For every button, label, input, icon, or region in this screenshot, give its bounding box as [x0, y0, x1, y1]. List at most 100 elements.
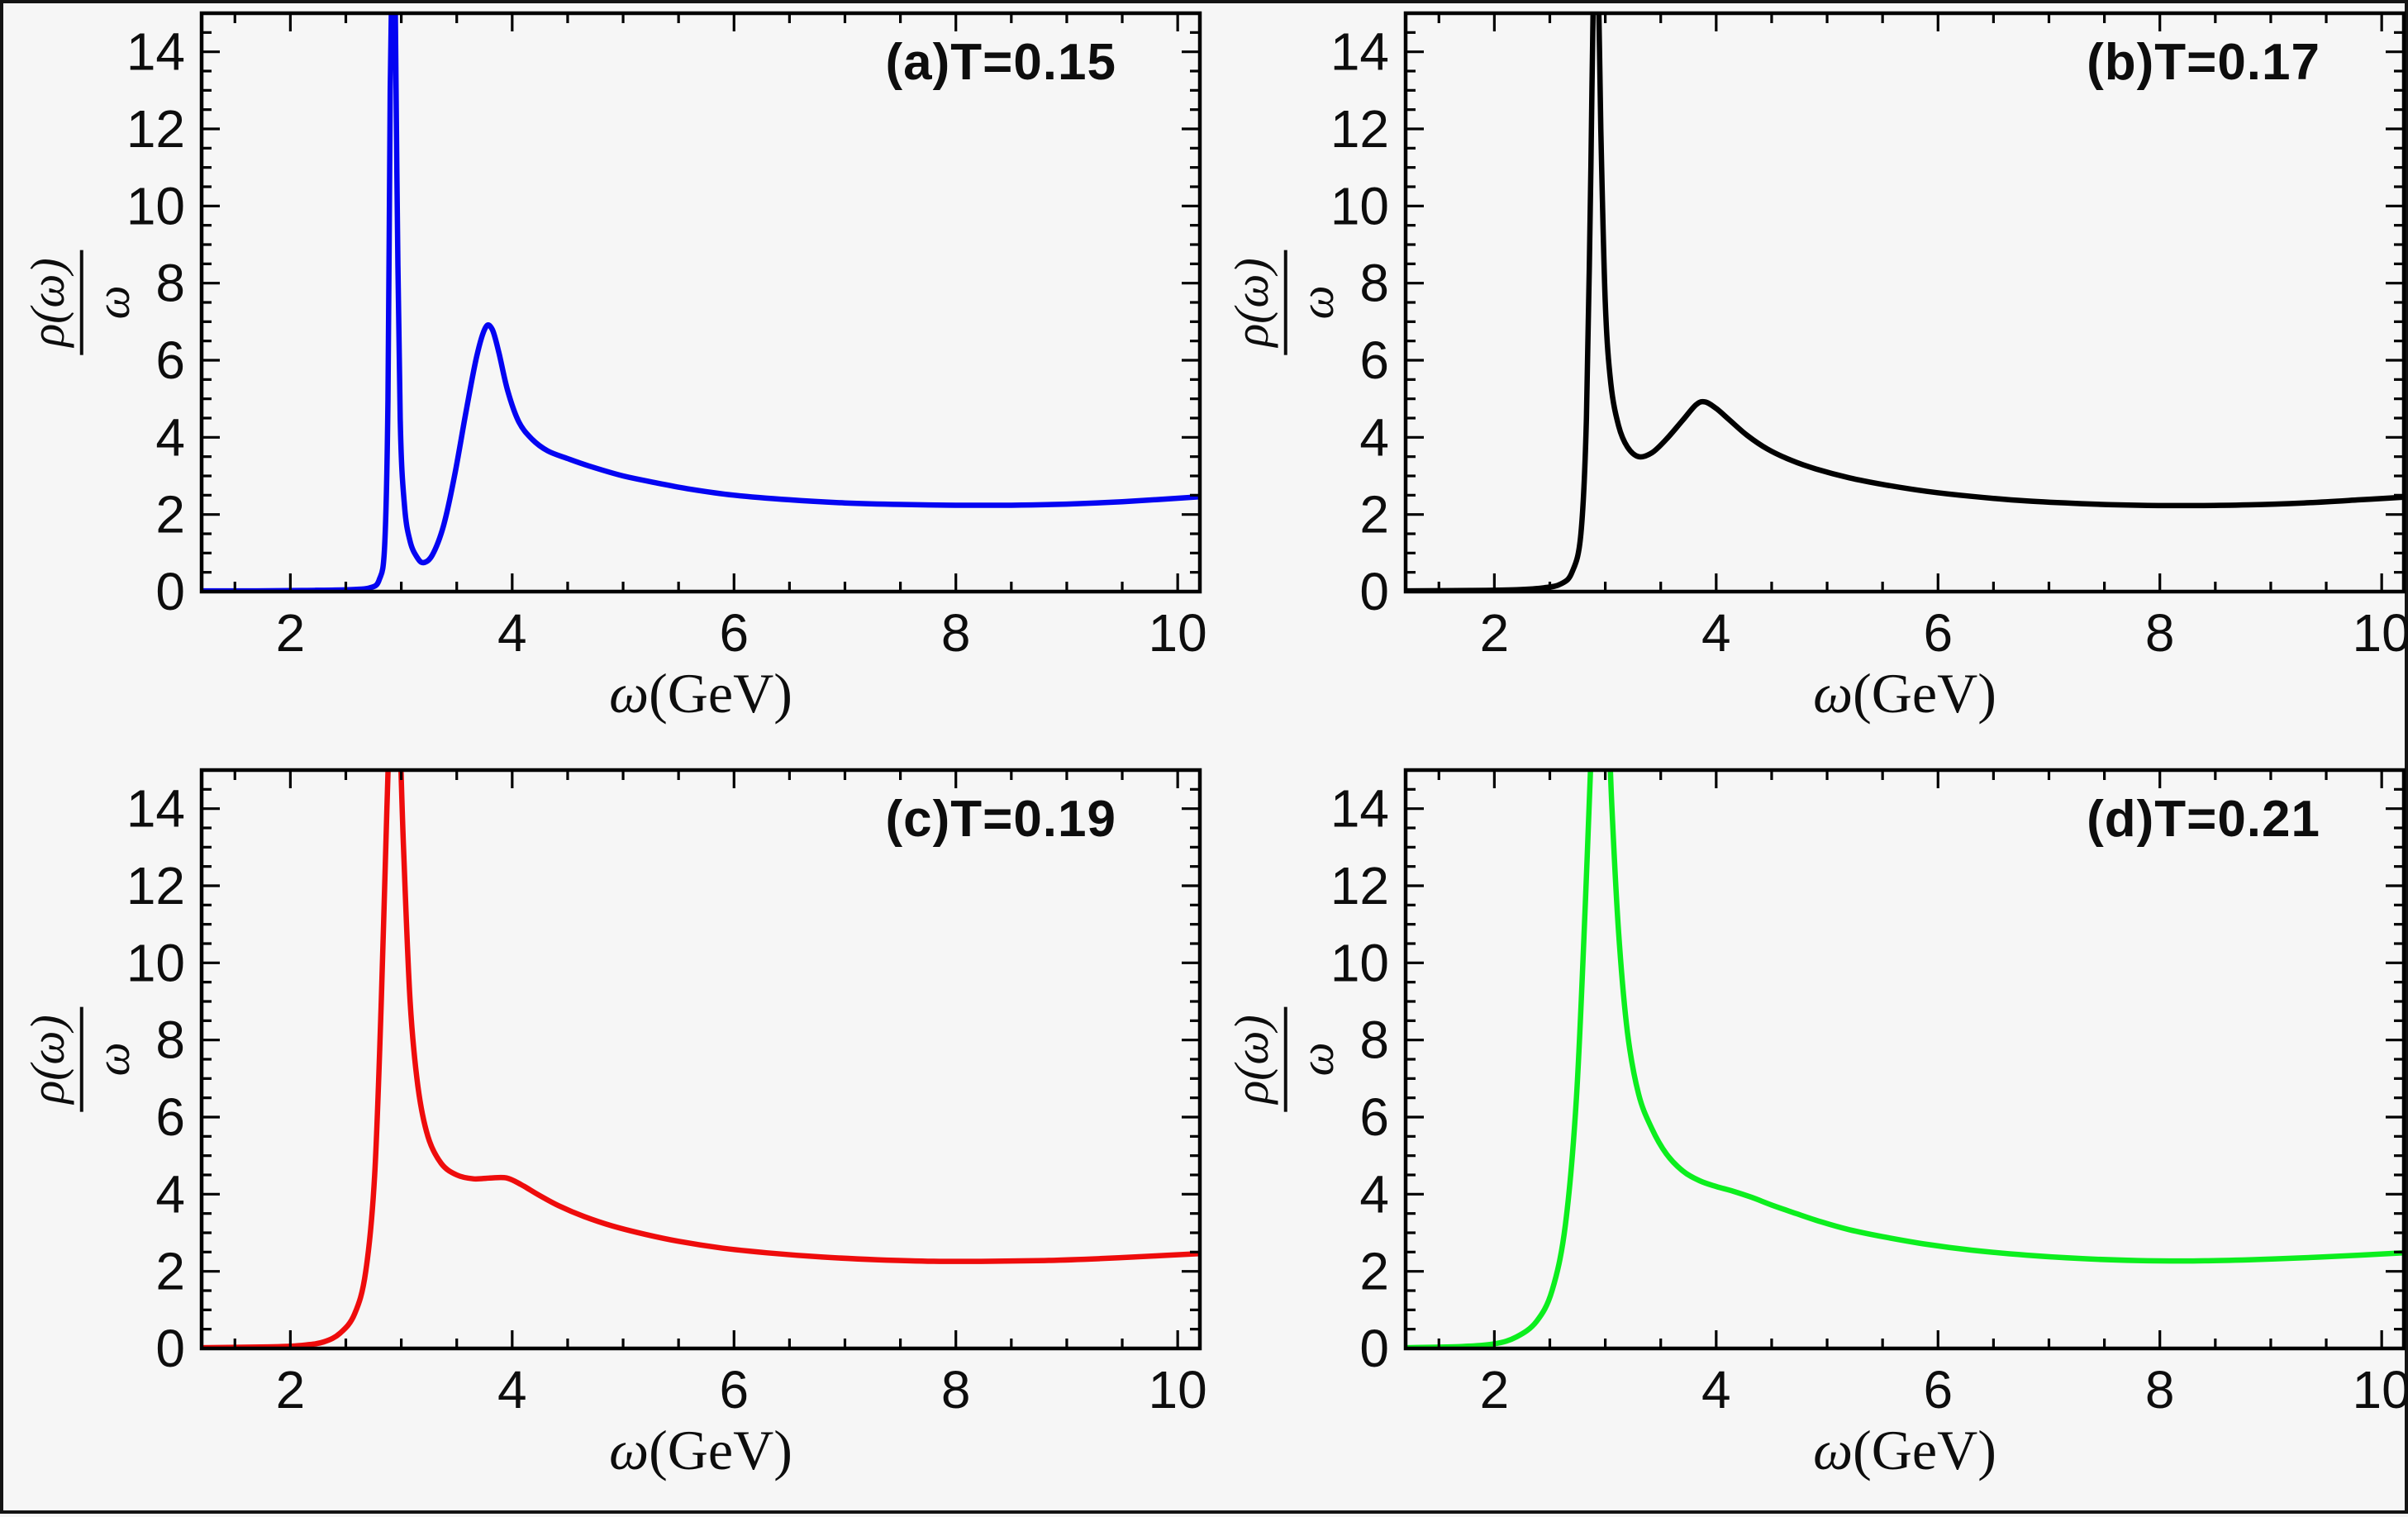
- svg-text:14: 14: [1330, 22, 1389, 82]
- fraction-numerator: ρ(ω): [21, 1006, 83, 1112]
- fraction-denominator: ω: [85, 1042, 140, 1077]
- svg-text:4: 4: [1701, 1360, 1731, 1420]
- omega-symbol: ω: [609, 1419, 650, 1481]
- svg-text:12: 12: [126, 856, 185, 915]
- svg-text:4: 4: [1359, 407, 1389, 467]
- y-axis-label-c: ρ(ω) ω: [15, 770, 147, 1348]
- svg-text:8: 8: [155, 1011, 185, 1070]
- svg-text:8: 8: [1359, 1011, 1389, 1070]
- y-axis-label-a: ρ(ω) ω: [15, 13, 147, 592]
- svg-text:8: 8: [941, 603, 971, 663]
- rho-over-omega-fraction: ρ(ω) ω: [1225, 1006, 1344, 1112]
- panel-c: 2 4 6 8 10 0 2 4 6 8 10 12 14 ρ(ω) ω ω(GeV) (c)T=0.1…: [3, 760, 1207, 1517]
- svg-text:4: 4: [497, 603, 527, 663]
- svg-text:4: 4: [155, 1164, 185, 1224]
- svg-text:8: 8: [941, 1360, 971, 1420]
- tick-labels: 2 4 6 8 10 0 2 4 6 8 10 12 14: [126, 779, 1207, 1420]
- svg-text:14: 14: [1330, 779, 1389, 839]
- svg-text:6: 6: [719, 603, 749, 663]
- rho-over-omega-fraction: ρ(ω) ω: [1225, 250, 1344, 355]
- svg-text:4: 4: [155, 407, 185, 467]
- x-axis-label-b: ω(GeV): [1406, 661, 2404, 726]
- svg-text:2: 2: [155, 485, 185, 545]
- plot-frame: [199, 768, 1202, 1351]
- plot-frame: [1403, 11, 2406, 594]
- svg-text:14: 14: [126, 779, 185, 839]
- fraction-denominator: ω: [1289, 285, 1344, 320]
- svg-text:10: 10: [126, 933, 185, 992]
- svg-text:0: 0: [155, 1319, 185, 1378]
- panel-d: 2 4 6 8 10 0 2 4 6 8 10 12 14 ρ(ω) ω ω(GeV) (d)T=0.2…: [1207, 760, 2408, 1517]
- omega-symbol: ω: [1813, 1419, 1854, 1481]
- svg-text:6: 6: [719, 1360, 749, 1420]
- svg-text:8: 8: [155, 254, 185, 313]
- tick-labels: 2 4 6 8 10 0 2 4 6 8 10 12 14: [1330, 22, 2408, 663]
- plot-area-d: 2 4 6 8 10 0 2 4 6 8 10 12 14: [1330, 768, 2408, 1420]
- svg-text:14: 14: [126, 22, 185, 82]
- tick-labels: 2 4 6 8 10 0 2 4 6 8 10 12 14: [1330, 779, 2408, 1420]
- panel-b: 2 4 6 8 10 0 2 4 6 8 10 12 14 ρ(ω) ω ω(GeV) (b)T=0.1…: [1207, 3, 2408, 760]
- svg-text:6: 6: [155, 1087, 185, 1147]
- spectral-curve: [202, 770, 1200, 1348]
- svg-text:10: 10: [2353, 603, 2408, 663]
- rho-over-omega-fraction: ρ(ω) ω: [21, 250, 140, 355]
- spectral-curve: [1406, 13, 2404, 592]
- svg-text:6: 6: [1923, 603, 1953, 663]
- fraction-numerator: ρ(ω): [1225, 1006, 1287, 1112]
- svg-text:0: 0: [155, 562, 185, 621]
- svg-text:2: 2: [155, 1242, 185, 1301]
- svg-text:4: 4: [497, 1360, 527, 1420]
- panel-annotation-a: (a)T=0.15: [885, 34, 1116, 91]
- fraction-numerator: ρ(ω): [1225, 250, 1287, 355]
- svg-text:10: 10: [1330, 176, 1389, 235]
- y-axis-label-b: ρ(ω) ω: [1219, 13, 1351, 592]
- plot-area-b: 2 4 6 8 10 0 2 4 6 8 10 12 14: [1330, 11, 2408, 663]
- svg-text:8: 8: [2145, 603, 2175, 663]
- panel-annotation-c: (c)T=0.19: [885, 791, 1116, 848]
- x-axis-label-d: ω(GeV): [1406, 1418, 2404, 1483]
- omega-symbol: ω: [609, 662, 650, 725]
- svg-text:8: 8: [1359, 254, 1389, 313]
- gev-unit: (GeV): [649, 662, 792, 725]
- svg-text:2: 2: [1359, 1242, 1389, 1301]
- svg-text:10: 10: [1149, 1360, 1207, 1420]
- plot-area-c: 2 4 6 8 10 0 2 4 6 8 10 12 14: [126, 768, 1207, 1420]
- y-axis-label-d: ρ(ω) ω: [1219, 770, 1351, 1348]
- axis-ticks: [1406, 768, 2404, 1350]
- panel-a: 2 4 6 8 10 0 2 4 6 8 10 12 14 ρ(ω) ω ω(GeV) (a)T=0.1…: [3, 3, 1207, 760]
- panel-annotation-d: (d)T=0.21: [2087, 791, 2320, 848]
- svg-text:2: 2: [276, 603, 306, 663]
- gev-unit: (GeV): [649, 1419, 792, 1481]
- plot-frame: [1403, 768, 2406, 1351]
- svg-text:6: 6: [155, 331, 185, 390]
- svg-text:8: 8: [2145, 1360, 2175, 1420]
- tick-labels: 2 4 6 8 10 0 2 4 6 8 10 12 14: [126, 22, 1207, 663]
- plot-area-a: 2 4 6 8 10 0 2 4 6 8 10 12 14: [126, 11, 1207, 663]
- rho-over-omega-fraction: ρ(ω) ω: [21, 1006, 140, 1112]
- svg-text:10: 10: [1330, 933, 1389, 992]
- svg-text:12: 12: [1330, 856, 1389, 915]
- spectral-curve: [1406, 770, 2404, 1348]
- plot-frame: [199, 11, 1202, 594]
- omega-symbol: ω: [1813, 662, 1854, 725]
- svg-text:0: 0: [1359, 1319, 1389, 1378]
- svg-text:12: 12: [1330, 99, 1389, 159]
- fraction-denominator: ω: [85, 285, 140, 320]
- svg-text:0: 0: [1359, 562, 1389, 621]
- svg-text:4: 4: [1701, 603, 1731, 663]
- svg-text:6: 6: [1359, 1087, 1389, 1147]
- svg-text:10: 10: [1149, 603, 1207, 663]
- svg-text:10: 10: [2353, 1360, 2408, 1420]
- fraction-denominator: ω: [1289, 1042, 1344, 1077]
- fraction-numerator: ρ(ω): [21, 250, 83, 355]
- x-axis-label-c: ω(GeV): [202, 1418, 1200, 1483]
- svg-text:4: 4: [1359, 1164, 1389, 1224]
- svg-text:10: 10: [126, 176, 185, 235]
- svg-text:2: 2: [1359, 485, 1389, 545]
- svg-text:2: 2: [1480, 603, 1510, 663]
- svg-text:6: 6: [1359, 331, 1389, 390]
- spectral-curve: [202, 13, 1200, 592]
- panel-annotation-b: (b)T=0.17: [2087, 34, 2320, 91]
- svg-text:12: 12: [126, 99, 185, 159]
